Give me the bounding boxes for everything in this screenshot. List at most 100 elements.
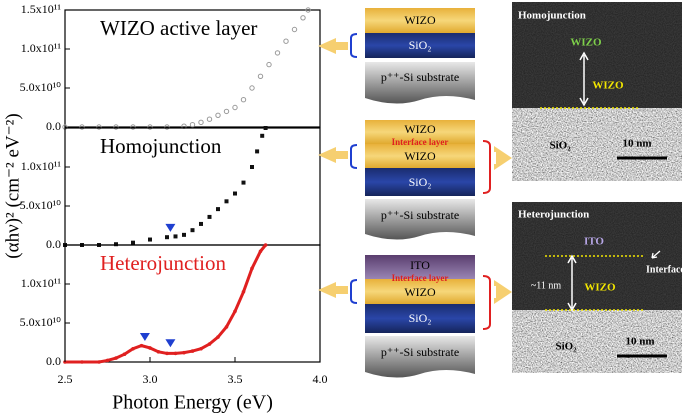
data-point <box>122 352 127 357</box>
diagram: ITO Interface layer WIZO SiO₂ p⁺⁺-Si sub… <box>318 255 512 378</box>
layer <box>365 304 475 333</box>
x-tick-label: 3.5 <box>228 372 243 386</box>
brace <box>350 33 358 58</box>
data-point <box>263 243 268 247</box>
data-point <box>190 349 195 353</box>
data-point <box>139 343 144 348</box>
data-point <box>165 235 169 240</box>
data-point <box>249 85 255 91</box>
diagram: WIZO SiO₂ p⁺⁺-Si substrate <box>318 8 475 104</box>
layer <box>365 120 475 144</box>
brace <box>350 279 358 304</box>
data-point <box>215 112 221 119</box>
data-point <box>182 232 186 237</box>
data-point <box>96 124 102 130</box>
arrow <box>567 254 577 312</box>
data-point <box>233 309 237 314</box>
y-axis-label: (αhν)² (cm⁻² eV⁻²) <box>2 113 23 258</box>
data-point <box>250 165 254 169</box>
data-point <box>148 237 152 242</box>
x-tick-label: 3.0 <box>143 372 158 386</box>
y-tick-label: 5.0x10¹⁰ <box>20 198 62 212</box>
data-point <box>199 221 203 226</box>
tem-label: WIZO <box>592 80 624 92</box>
data-point <box>255 149 260 154</box>
y-tick-label: 1.0x10¹¹ <box>21 41 62 55</box>
data-point <box>114 356 118 360</box>
data-point <box>305 7 311 13</box>
layer-label: WIZO <box>404 122 436 136</box>
tem-label: SiO₂ <box>555 341 577 353</box>
layer <box>365 199 475 240</box>
arrow <box>494 146 512 170</box>
tem-image: Homojunction WIZO WIZO SiO₂ 10 nm <box>512 2 682 181</box>
arrow <box>579 51 589 107</box>
data-point <box>131 240 135 245</box>
layer <box>365 33 475 58</box>
y-tick-label: 0.0 <box>46 354 61 368</box>
y-tick-label: 5.0x10¹⁰ <box>20 80 62 94</box>
data-point <box>207 214 212 219</box>
data-point <box>258 249 263 254</box>
layer-label: WIZO <box>404 285 436 299</box>
tem-label: WIZO <box>584 282 616 294</box>
data-point <box>216 335 220 339</box>
data-point <box>97 360 101 364</box>
data-point <box>250 266 254 271</box>
y-tick-label: 0.0 <box>46 237 61 251</box>
data-point <box>114 242 118 247</box>
panel-title: Heterojunction <box>100 251 226 275</box>
data-point <box>190 228 195 233</box>
tem-region <box>512 2 682 110</box>
arrow <box>318 38 348 54</box>
arrow <box>651 250 661 259</box>
tem-label: SiO₂ <box>549 140 571 152</box>
layer-label: Interface layer <box>392 273 449 283</box>
data-point <box>130 124 136 130</box>
data-point <box>164 124 170 130</box>
brace <box>482 140 491 194</box>
data-point <box>80 360 84 364</box>
data-point <box>182 350 186 355</box>
data-point <box>113 124 119 130</box>
charts: 0.0 5.0x10¹⁰ 1.0x10¹¹ 1.5x10¹¹ WIZO active l… <box>2 2 327 414</box>
layer-label: WIZO <box>404 13 436 27</box>
layer <box>365 279 475 304</box>
layer <box>365 168 475 196</box>
data-point <box>300 15 306 21</box>
layer <box>365 8 475 33</box>
data-point <box>257 73 264 80</box>
data-point <box>147 124 153 130</box>
data-point <box>241 290 246 294</box>
data-point <box>216 207 220 212</box>
layer <box>365 62 475 104</box>
tem-image: Heterojunction ITO Interface ~11 nm WIZO… <box>512 202 685 373</box>
tem-region <box>512 310 682 373</box>
data-point <box>224 325 229 329</box>
tem-label: ~11 nm <box>531 280 562 291</box>
arrow <box>318 147 348 163</box>
y-tick-label: 1.5x10¹¹ <box>21 2 62 16</box>
panel-title: WIZO active layer <box>100 16 257 40</box>
layer-label: p⁺⁺-Si substrate <box>381 208 459 222</box>
data-point <box>283 38 289 44</box>
x-axis-label: Photon Energy (eV) <box>112 392 273 414</box>
band-marker <box>165 223 176 232</box>
data-point <box>241 180 246 185</box>
arrow <box>494 280 512 304</box>
data-point <box>206 116 213 122</box>
data-point <box>189 121 196 128</box>
data-point <box>263 126 268 130</box>
tem-label: Interface <box>646 264 685 275</box>
layer <box>365 336 475 378</box>
layer-label: SiO₂ <box>409 38 432 52</box>
tem-title: Heterojunction <box>518 209 589 221</box>
layer <box>365 144 475 168</box>
data-point <box>173 351 178 356</box>
data-point <box>233 191 237 196</box>
y-tick-label: 1.0x10¹¹ <box>21 276 62 290</box>
data-point <box>173 234 178 239</box>
plot-frame <box>64 244 321 363</box>
brace <box>350 144 358 169</box>
